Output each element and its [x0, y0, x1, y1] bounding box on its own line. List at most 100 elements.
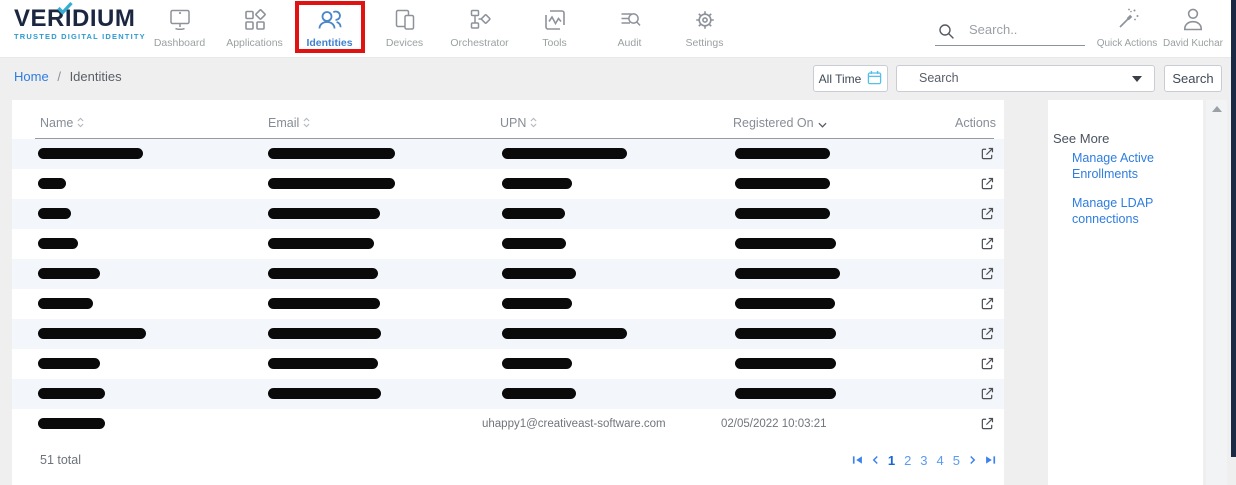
- search-field-dropdown[interactable]: Search: [896, 65, 1155, 92]
- main-nav: Dashboard Applications Identities Devices Or…: [142, 5, 742, 49]
- previous-page-button[interactable]: [872, 455, 879, 465]
- nav-item-tools[interactable]: Tools: [517, 5, 592, 49]
- redacted-upn: [502, 298, 572, 309]
- breadcrumb: Home / Identities: [14, 69, 122, 84]
- redacted-registered-on: [735, 178, 830, 189]
- column-header-actions: Actions: [955, 116, 996, 130]
- open-record-button[interactable]: [980, 146, 996, 162]
- nav-item-devices[interactable]: Devices: [367, 5, 442, 49]
- calendar-icon: [867, 70, 882, 88]
- redacted-email: [268, 358, 378, 369]
- scrollbar[interactable]: [1206, 100, 1227, 485]
- open-record-button[interactable]: [980, 176, 996, 192]
- open-record-button[interactable]: [980, 236, 996, 252]
- breadcrumb-home-link[interactable]: Home: [14, 69, 49, 84]
- global-search: [935, 20, 1085, 46]
- user-icon: [1182, 7, 1204, 33]
- identities-table-card: Name Email UPN Registered On Actions uhappy1…: [12, 100, 1004, 485]
- breadcrumb-current: Identities: [69, 69, 122, 84]
- time-range-button[interactable]: All Time: [813, 65, 888, 92]
- brand-tagline: TRUSTED DIGITAL IDENTITY: [14, 32, 146, 41]
- table-row: [12, 379, 1004, 409]
- redacted-upn: [502, 388, 576, 399]
- redacted-name: [38, 298, 93, 309]
- redacted-registered-on: [735, 388, 836, 399]
- open-record-button[interactable]: [980, 206, 996, 222]
- column-header-email[interactable]: Email: [268, 116, 310, 130]
- table-body: uhappy1@creativeast-software.com 02/05/20…: [12, 139, 1004, 439]
- column-header-upn[interactable]: UPN: [500, 116, 537, 130]
- user-name: David Kuchar: [1162, 38, 1224, 49]
- open-record-button[interactable]: [980, 416, 996, 432]
- redacted-upn: [502, 208, 565, 219]
- page-4[interactable]: 4: [936, 452, 944, 468]
- nav-item-label: Devices: [385, 37, 424, 49]
- next-page-button[interactable]: [969, 455, 976, 465]
- nav-item-label: Tools: [542, 37, 567, 49]
- total-count: 51 total: [40, 453, 82, 467]
- nav-item-orchestrator[interactable]: Orchestrator: [442, 5, 517, 49]
- nav-item-label: Dashboard: [153, 37, 206, 49]
- nav-item-label: Audit: [617, 37, 642, 49]
- redacted-email: [268, 148, 395, 159]
- page-1[interactable]: 1: [887, 452, 896, 468]
- tools-icon: [517, 5, 592, 35]
- column-header-registered-on[interactable]: Registered On: [733, 116, 827, 130]
- redacted-email: [268, 208, 380, 219]
- redacted-name: [38, 148, 143, 159]
- redacted-registered-on: [735, 208, 830, 219]
- user-menu[interactable]: David Kuchar: [1156, 7, 1230, 49]
- first-page-button[interactable]: [852, 455, 863, 465]
- open-record-button[interactable]: [980, 356, 996, 372]
- see-more-panel: See More Manage Active Enrollments Manage…: [1048, 100, 1203, 485]
- redacted-upn: [502, 268, 576, 279]
- brand-name: VERIDIUM: [14, 5, 136, 32]
- upn-value: uhappy1@creativeast-software.com: [482, 418, 666, 430]
- open-record-button[interactable]: [980, 266, 996, 282]
- monitor-icon: [142, 5, 217, 35]
- redacted-registered-on: [735, 238, 836, 249]
- search-button[interactable]: Search: [1164, 65, 1222, 92]
- open-record-button[interactable]: [980, 296, 996, 312]
- redacted-email: [268, 268, 378, 279]
- table-row: [12, 289, 1004, 319]
- redacted-upn: [502, 178, 572, 189]
- quick-actions-button[interactable]: Quick Actions: [1090, 7, 1164, 49]
- nav-item-audit[interactable]: Audit: [592, 5, 667, 49]
- page-2[interactable]: 2: [904, 452, 912, 468]
- sort-icon: [526, 116, 537, 130]
- redacted-email: [268, 298, 380, 309]
- redacted-name: [38, 268, 100, 279]
- see-more-link[interactable]: Manage LDAP connections: [1072, 196, 1154, 226]
- redacted-email: [268, 328, 381, 339]
- nav-item-dashboard[interactable]: Dashboard: [142, 5, 217, 49]
- nav-item-applications[interactable]: Applications: [217, 5, 292, 49]
- column-header-name[interactable]: Name: [40, 116, 84, 130]
- veridium-logo[interactable]: VERIDIUM TRUSTED DIGITAL IDENTITY: [14, 1, 146, 41]
- redacted-upn: [502, 148, 627, 159]
- see-more-link[interactable]: Manage Active Enrollments: [1072, 151, 1154, 181]
- check-icon: [57, 1, 73, 20]
- redacted-name: [38, 178, 66, 189]
- last-page-button[interactable]: [985, 455, 996, 465]
- nav-item-settings[interactable]: Settings: [667, 5, 742, 49]
- redacted-registered-on: [735, 298, 835, 309]
- open-record-button[interactable]: [980, 326, 996, 342]
- sort-desc-icon: [814, 116, 827, 130]
- table-row: [12, 259, 1004, 289]
- quick-actions-label: Quick Actions: [1096, 38, 1158, 49]
- nav-item-identities[interactable]: Identities: [292, 5, 367, 49]
- search-dropdown-value: Search: [919, 71, 959, 85]
- open-record-button[interactable]: [980, 386, 996, 402]
- nav-item-label: Settings: [685, 37, 724, 49]
- sort-icon: [299, 116, 310, 130]
- page-3[interactable]: 3: [920, 452, 928, 468]
- redacted-upn: [502, 238, 566, 249]
- page-5[interactable]: 5: [952, 452, 960, 468]
- redacted-email: [268, 388, 381, 399]
- redacted-upn: [502, 328, 627, 339]
- global-search-input[interactable]: [967, 21, 1083, 38]
- time-range-label: All Time: [818, 71, 862, 86]
